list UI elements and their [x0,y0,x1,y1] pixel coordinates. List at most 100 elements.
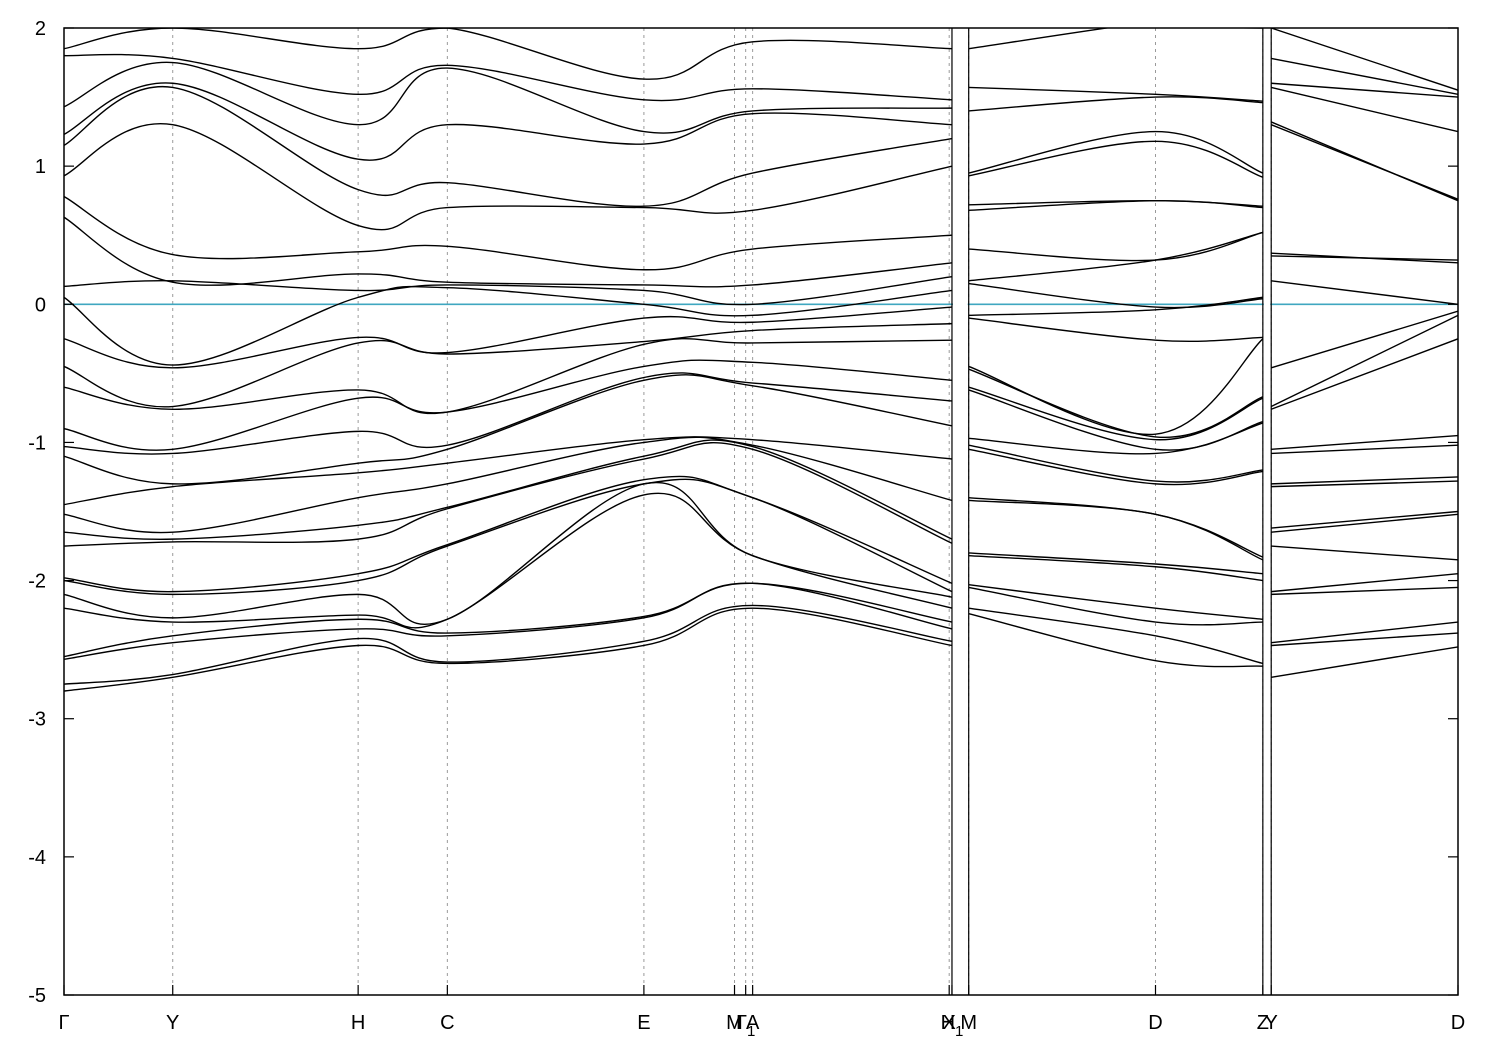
band-line [968,231,1264,282]
band-line [64,475,953,593]
band-line [968,586,1263,626]
plot-frame [63,27,1459,996]
band-line [968,338,1264,435]
band-line [968,552,1263,575]
x-tick-label: Y [166,1012,179,1034]
band-line [968,444,1263,483]
band-line [64,442,953,547]
band-line [968,130,1264,174]
band-line [1271,444,1458,455]
band-line [968,389,1264,451]
kpoint-gridlines [172,28,1272,995]
y-tick-label: -4 [28,847,46,869]
x-tick-label: X [943,1012,956,1034]
segment-gap [952,29,968,994]
x-tick-label: C [440,1012,454,1034]
x-tick-label: M [960,1012,977,1034]
band-line [64,374,953,485]
band-line [64,195,953,271]
band-line [64,372,953,455]
band-line [64,337,952,415]
band-line [968,584,1263,620]
band-line [968,317,1263,342]
band-line [1270,28,1458,91]
band-line [968,199,1263,212]
band-line [64,28,953,80]
band-line [64,439,953,540]
band-line [968,555,1263,582]
band-line [1271,572,1458,593]
band-line [968,613,1263,668]
x-tick-label: H [351,1012,365,1034]
band-line [64,53,953,102]
band-line [968,96,1263,112]
band-line [64,604,953,685]
band-line [968,199,1263,207]
x-tick-label: D [1451,1012,1465,1034]
band-lines [64,28,1458,692]
x-tick-subscript: 1 [747,1023,755,1040]
band-line [968,296,1263,317]
x-tick-label: A [746,1012,760,1034]
band-line [64,285,953,366]
band-line [64,359,953,451]
band-line [64,216,953,288]
y-tick-label: 0 [35,294,46,316]
band-line [968,448,1263,486]
band-line [64,492,953,629]
band-line [1271,82,1458,98]
band-line [1271,476,1458,485]
band-line [1270,338,1458,410]
y-tick-label: -2 [28,571,46,593]
band-line [1271,513,1458,533]
band-line [64,322,953,408]
band-line [1271,434,1458,451]
y-tick-label: -5 [28,985,46,1007]
band-line [968,368,1264,438]
y-tick-label: -1 [28,432,46,454]
band-line [64,85,953,207]
x-tick-label: Z [1257,1012,1269,1034]
y-tick-label: 1 [35,156,46,178]
band-line [1271,252,1458,264]
x-tick-subscript: 1 [955,1023,963,1040]
band-line [1271,480,1458,488]
band-line [64,481,953,625]
band-line [968,28,1263,50]
band-line [64,122,953,231]
band-line [968,231,1264,262]
band-line [968,86,1263,102]
band-line [64,61,952,134]
x-tick-label: M [726,1012,743,1034]
band-line [1270,314,1458,408]
band-line [1271,632,1458,647]
band-line [64,82,953,161]
y-tick-label: -3 [28,709,46,731]
band-line [968,140,1264,178]
band-line [1270,310,1458,369]
x-tick-label: Γ [58,1012,69,1034]
band-line [64,275,953,306]
band-line [1270,121,1458,202]
band-line [1271,57,1458,95]
band-line [968,607,1264,665]
x-tick-label: Y [1265,1012,1278,1034]
band-line [64,582,953,658]
band-line [968,282,1263,309]
band-line [968,496,1264,558]
y-axis-ticks: 2 1 0 -1 -2 -3 -4 -5 [28,18,1458,1007]
band-line [1271,86,1458,133]
y-tick-label: 2 [35,18,46,40]
band-line [64,436,953,506]
band-line [64,306,953,369]
x-tick-label: D [1148,1012,1162,1034]
band-line [64,478,953,596]
segment-breaks [951,28,1272,995]
band-line [1271,510,1458,529]
band-line [968,386,1264,441]
band-line [968,499,1264,561]
segment-gap [1263,29,1271,994]
band-line [1271,646,1458,678]
